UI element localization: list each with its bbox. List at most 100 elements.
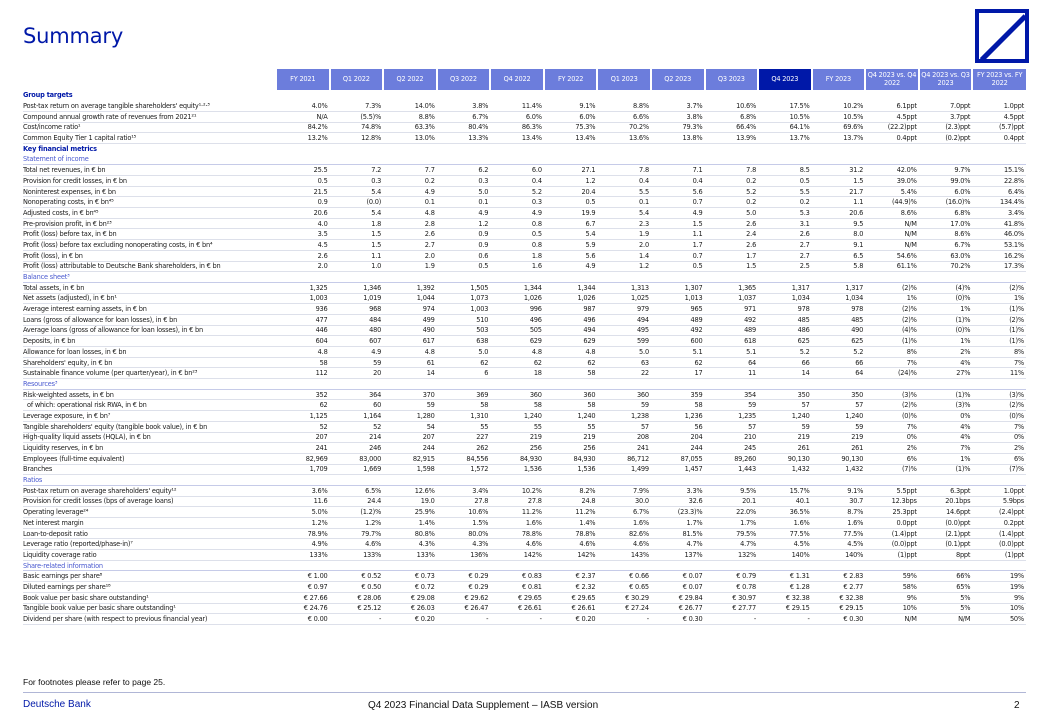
table-cell: (2)%: [865, 314, 919, 326]
table-cell: 84,556: [436, 453, 491, 465]
table-cell: 1,310: [436, 410, 491, 422]
table-cell: 13.0%: [383, 132, 437, 144]
table-cell: € 0.20: [383, 613, 437, 625]
table-cell: 5.3: [758, 207, 812, 219]
table-cell: 66.4%: [704, 122, 759, 134]
row-label: High-quality liquid assets (HQLA), in € …: [23, 432, 276, 444]
table-cell: 1.5: [329, 239, 384, 251]
table-row: Employees (full-time equivalent) 82,969 83…: [23, 453, 1026, 465]
table-cell: 1.0: [329, 261, 384, 273]
table-cell: 3.7ppt: [918, 111, 973, 123]
table-cell: 2%: [918, 346, 973, 358]
table-cell: 17.3%: [972, 261, 1026, 273]
table-cell: 1,240: [490, 410, 544, 422]
table-cell: 0.9: [436, 228, 491, 241]
document-title: Q4 2023 Financial Data Supplement – IASB…: [368, 700, 599, 711]
table-cell: 1.2: [597, 261, 651, 273]
table-cell: 41.8%: [972, 218, 1026, 230]
table-cell: 55: [436, 421, 491, 433]
table-cell: 90,130: [811, 453, 866, 465]
table-row: High-quality liquid assets (HQLA), in € …: [23, 432, 1026, 444]
table-cell: 1,240: [758, 410, 812, 422]
table-cell: 20.4: [543, 186, 598, 198]
table-cell: 12.8%: [329, 132, 384, 144]
table-cell: 82.6%: [597, 528, 651, 540]
table-cell: 1,240: [543, 410, 598, 422]
table-cell: 63: [597, 357, 651, 369]
table-cell: 81.5%: [650, 528, 705, 540]
table-cell: 0.5: [543, 196, 598, 209]
row-label: Common Equity Tier 1 capital ratio¹⁵: [23, 132, 276, 144]
column-header: Q2 2023: [649, 69, 705, 90]
row-label: Post-tax return on average tangible shar…: [23, 100, 276, 112]
table-cell: 5.4: [543, 228, 598, 241]
table-cell: 77.5%: [811, 528, 866, 540]
table-cell: 0.7: [650, 250, 705, 262]
table-cell: 1,536: [543, 464, 598, 476]
table-cell: 978: [811, 303, 866, 315]
table-cell: 6%: [865, 453, 919, 465]
table-cell: 1.6%: [597, 517, 651, 529]
table-cell: 1.0ppt: [972, 485, 1026, 497]
table-cell: 1.8: [490, 250, 544, 262]
table-cell: 485: [811, 314, 866, 326]
table-cell: 1,037: [704, 293, 759, 305]
table-cell: 8.2%: [543, 485, 598, 497]
table-cell: € 0.29: [436, 581, 491, 593]
table-row: Nonoperating costs, in € bn⁴⁵ 0.9 (0.0) 0.1…: [23, 196, 1026, 209]
table-cell: 137%: [650, 549, 705, 561]
table-row: Tangible shareholders' equity (tangible …: [23, 421, 1026, 433]
table-cell: 510: [436, 314, 491, 326]
table-cell: 19.0: [383, 496, 437, 508]
section-heading: Group targets: [23, 91, 73, 100]
table-row: Post-tax return on average tangible shar…: [23, 100, 1026, 112]
table-cell: € 26.47: [436, 603, 491, 615]
table-cell: N/M: [918, 613, 973, 625]
table-cell: 1.9: [383, 261, 437, 273]
table-cell: 629: [490, 335, 544, 347]
table-cell: (2)%: [972, 282, 1026, 294]
table-cell: 0.4ppt: [865, 132, 919, 144]
table-row: Net assets (adjusted), in € bn¹ 1,003 1,01…: [23, 293, 1026, 305]
table-cell: 0.3: [436, 175, 491, 187]
table-cell: 8.0: [811, 228, 866, 241]
row-label: Employees (full-time equivalent): [23, 453, 276, 465]
table-row: Leverage exposure, in € bn⁷ 1,125 1,164 1,2…: [23, 410, 1026, 422]
table-cell: (7)%: [972, 464, 1026, 476]
table-cell: (16.0)%: [918, 196, 973, 209]
table-cell: 1,499: [597, 464, 651, 476]
table-cell: 133%: [329, 549, 384, 561]
table-row: Book value per basic share outstanding¹ €…: [23, 592, 1026, 604]
table-cell: 1%: [972, 293, 1026, 305]
table-cell: (2.3)ppt: [918, 122, 973, 134]
table-cell: (0.2)ppt: [918, 132, 973, 144]
table-cell: € 0.73: [383, 570, 437, 583]
table-cell: 1,240: [811, 410, 866, 422]
table-cell: € 26.61: [490, 603, 544, 615]
table-cell: 968: [329, 303, 384, 315]
table-cell: 13.4%: [490, 132, 544, 144]
table-cell: € 32.38: [758, 592, 812, 604]
table-cell: 5.6: [650, 186, 705, 198]
table-cell: 53.1%: [972, 239, 1026, 251]
table-cell: (24)%: [865, 367, 919, 380]
table-cell: 1,073: [436, 293, 491, 305]
header-row: FY 2021 Q1 2022 Q2 2022 Q3 2022 Q4 2022 FY 20…: [23, 69, 1026, 90]
table-cell: 11.6: [276, 496, 330, 508]
table-cell: -: [329, 613, 384, 625]
table-cell: 79.5%: [704, 528, 759, 540]
table-cell: 0%: [865, 432, 919, 444]
table-cell: 133%: [383, 549, 437, 561]
table-cell: 17.5%: [758, 100, 812, 112]
table-cell: 133%: [276, 549, 330, 561]
table-cell: € 0.72: [383, 581, 437, 593]
table-cell: 134.4%: [972, 196, 1026, 209]
table-row: Branches 1,709 1,669 1,598 1,572 1,536 1,536 1,…: [23, 464, 1026, 476]
table-cell: 27.1: [543, 164, 598, 176]
table-cell: 70.2%: [597, 122, 651, 134]
table-cell: 974: [383, 303, 437, 315]
table-cell: 99.0%: [918, 175, 973, 187]
table-cell: 58%: [865, 581, 919, 593]
table-cell: € 29.84: [650, 592, 705, 604]
table-cell: 16.2%: [972, 250, 1026, 262]
